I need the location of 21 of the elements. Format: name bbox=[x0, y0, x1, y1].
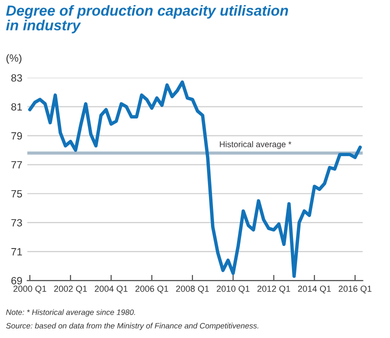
chart-title: Degree of production capacity utilisation in industry bbox=[6, 5, 288, 34]
ref-line-label: Historical average * bbox=[220, 141, 292, 149]
x-tick-label: 2004 Q1 bbox=[94, 286, 128, 294]
chart-subtitle: (%) bbox=[6, 54, 22, 64]
y-tick-label: 83 bbox=[11, 74, 22, 82]
y-tick-label: 77 bbox=[11, 161, 22, 168]
line-series bbox=[28, 80, 362, 278]
x-tick-label: 2008 Q1 bbox=[176, 286, 209, 294]
y-tick-label: 73 bbox=[11, 219, 22, 226]
x-tick-label: 2000 Q1 bbox=[14, 286, 46, 294]
x-tick-label: 2014 Q1 bbox=[298, 286, 331, 294]
y-tick-label: 75 bbox=[11, 190, 22, 198]
x-tick-label: 2006 Q1 bbox=[135, 286, 168, 294]
x-tick-label: 2010 Q1 bbox=[216, 286, 250, 294]
y-tick-label: 79 bbox=[11, 132, 22, 140]
y-tick-label: 69 bbox=[11, 277, 22, 284]
x-tick-label: 2002 Q1 bbox=[54, 286, 87, 294]
y-tick-label: 81 bbox=[11, 103, 22, 111]
x-tick-label: 2016 Q1 bbox=[338, 286, 372, 294]
y-tick-label: 71 bbox=[11, 248, 22, 256]
x-tick-label: 2012 Q1 bbox=[257, 286, 290, 294]
